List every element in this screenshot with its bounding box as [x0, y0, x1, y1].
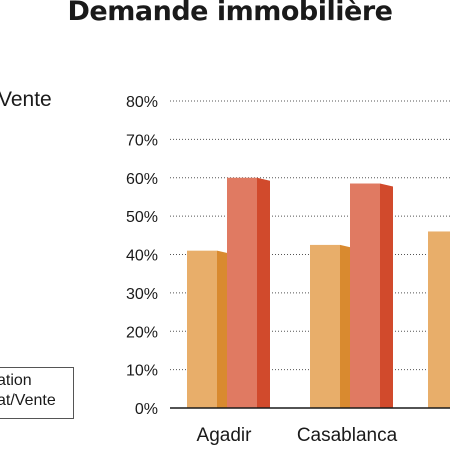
- bar: [428, 231, 450, 408]
- bar-side: [257, 177, 270, 408]
- bar: [187, 250, 217, 408]
- bar-side: [380, 183, 393, 408]
- y-tick-label: 50%: [126, 209, 158, 226]
- legend: ation at/Vente: [0, 367, 74, 419]
- legend-entry-achat-vente: at/Vente: [0, 392, 56, 409]
- y-tick-label: 60%: [126, 171, 158, 188]
- y-tick-label: 10%: [126, 363, 158, 380]
- axis-side-label: Vente: [0, 88, 52, 111]
- x-tick-label: Agadir: [197, 425, 253, 446]
- x-tick-label: Casablanca: [297, 425, 398, 446]
- y-tick-label: 80%: [126, 94, 158, 111]
- bar-side: [217, 250, 230, 408]
- y-tick-label: 70%: [126, 132, 158, 149]
- chart-title: Demande immobilière: [67, 0, 393, 27]
- y-tick-label: 30%: [126, 286, 158, 303]
- bar: [350, 183, 380, 408]
- legend-entry-location: ation: [0, 372, 32, 389]
- bar-side: [340, 244, 353, 408]
- y-tick-label: 20%: [126, 324, 158, 341]
- y-tick-label: 0%: [135, 401, 158, 418]
- bar: [310, 244, 340, 408]
- y-tick-label: 40%: [126, 248, 158, 265]
- bar: [227, 177, 257, 408]
